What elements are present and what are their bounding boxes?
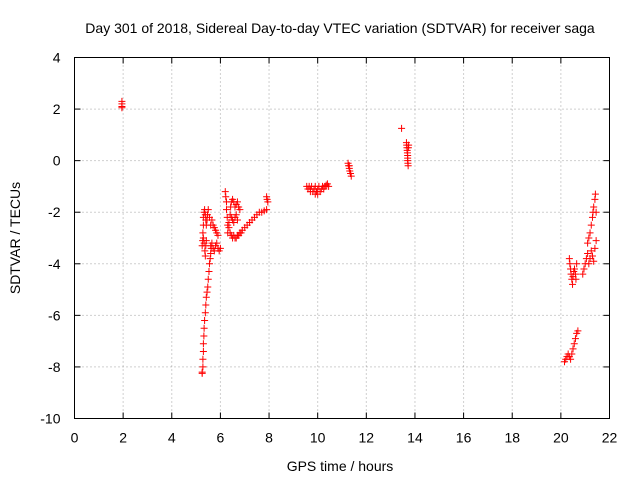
data-point-marker	[574, 327, 582, 335]
data-point-marker	[580, 265, 588, 273]
x-tick-label: 10	[310, 430, 326, 446]
data-point-marker	[199, 347, 207, 355]
y-tick-label: 2	[53, 101, 61, 117]
data-point-marker	[398, 124, 406, 132]
data-point-marker	[202, 293, 210, 301]
data-point-marker	[404, 162, 412, 170]
data-point-marker	[587, 247, 595, 255]
tick-labels: 0 2 4 6 8 10 12 14 16 18 20 22 -10 -8 -6 -4 -2 0 2 4	[40, 50, 617, 446]
data-point-marker	[592, 237, 600, 245]
x-tick-label: 2	[119, 430, 127, 446]
data-point-marker	[571, 335, 579, 343]
data-point-marker	[263, 206, 271, 214]
data-point-marker	[202, 301, 210, 309]
data-point-marker	[584, 249, 592, 257]
data-point-marker	[585, 260, 593, 268]
data-point-marker	[585, 234, 593, 242]
y-tick-label: -6	[48, 307, 61, 323]
data-point-marker	[588, 252, 596, 260]
data-point-marker	[566, 260, 574, 268]
data-point-marker	[345, 162, 353, 170]
data-point-marker	[405, 141, 413, 149]
data-point-marker	[567, 355, 575, 363]
data-point-marker	[587, 221, 595, 229]
data-point-marker	[205, 260, 213, 268]
data-point-marker	[222, 206, 230, 214]
grid	[74, 57, 610, 419]
data-point-marker	[200, 332, 208, 340]
data-point-marker	[579, 270, 587, 278]
data-point-marker	[201, 317, 209, 325]
data-point-marker	[214, 231, 222, 239]
data-point-marker	[314, 190, 322, 198]
data-point-marker	[222, 193, 230, 201]
data-point-marker	[586, 229, 594, 237]
data-point-marker	[199, 229, 207, 237]
chart-title: Day 301 of 2018, Sidereal Day-to-day VTE…	[85, 20, 595, 36]
data-point-marker	[233, 198, 241, 206]
y-tick-label: 0	[53, 153, 61, 169]
data-point-marker	[208, 216, 216, 224]
data-point-marker	[236, 206, 244, 214]
data-point-marker	[208, 239, 216, 247]
data-points	[118, 97, 600, 377]
y-tick-label: -8	[48, 359, 61, 375]
x-tick-label: 16	[456, 430, 472, 446]
data-point-marker	[591, 244, 599, 252]
data-point-marker	[590, 203, 598, 211]
data-point-marker	[347, 172, 355, 180]
data-point-marker	[306, 188, 314, 196]
y-tick-label: -4	[48, 256, 61, 272]
data-point-marker	[204, 275, 212, 283]
y-tick-label: -2	[48, 204, 61, 220]
x-tick-label: 0	[71, 430, 79, 446]
data-point-marker	[572, 275, 580, 283]
data-point-marker	[204, 283, 212, 291]
data-point-marker	[569, 345, 577, 353]
data-point-marker	[584, 239, 592, 247]
data-point-marker	[201, 309, 209, 317]
x-tick-label: 14	[407, 430, 423, 446]
data-point-marker	[200, 324, 208, 332]
data-point-marker	[205, 268, 213, 276]
x-tick-label: 20	[553, 430, 569, 446]
data-point-marker	[203, 288, 211, 296]
data-point-marker	[592, 208, 600, 216]
y-tick-label: -10	[40, 411, 60, 427]
data-point-marker	[230, 219, 238, 227]
data-point-marker	[568, 350, 576, 358]
y-tick-label: 4	[53, 50, 61, 66]
x-tick-label: 4	[168, 430, 176, 446]
data-point-marker	[591, 190, 599, 198]
x-tick-label: 22	[602, 430, 618, 446]
data-point-marker	[225, 224, 233, 232]
x-tick-label: 12	[359, 430, 375, 446]
data-point-marker	[118, 104, 126, 112]
data-point-marker	[570, 265, 578, 273]
data-point-marker	[216, 244, 224, 252]
axis-ticks	[74, 57, 610, 419]
x-tick-label: 8	[265, 430, 273, 446]
data-point-marker	[569, 280, 577, 288]
x-tick-label: 18	[504, 430, 520, 446]
data-point-marker	[264, 198, 272, 206]
data-point-marker	[204, 206, 212, 214]
x-axis-label: GPS time / hours	[287, 458, 394, 474]
data-point-marker	[199, 363, 207, 371]
data-point-marker	[573, 260, 581, 268]
data-point-marker	[201, 252, 209, 260]
data-point-marker	[233, 216, 241, 224]
data-point-marker	[198, 368, 206, 376]
data-point-marker	[570, 340, 578, 348]
data-point-marker	[590, 257, 598, 265]
data-point-marker	[199, 355, 207, 363]
data-point-marker	[232, 211, 240, 219]
plot-frame	[74, 57, 610, 419]
y-axis-label: SDTVAR / TECUs	[7, 182, 23, 294]
x-tick-label: 6	[217, 430, 225, 446]
data-point-marker	[202, 237, 210, 245]
data-point-marker	[199, 340, 207, 348]
data-point-marker	[325, 182, 333, 190]
